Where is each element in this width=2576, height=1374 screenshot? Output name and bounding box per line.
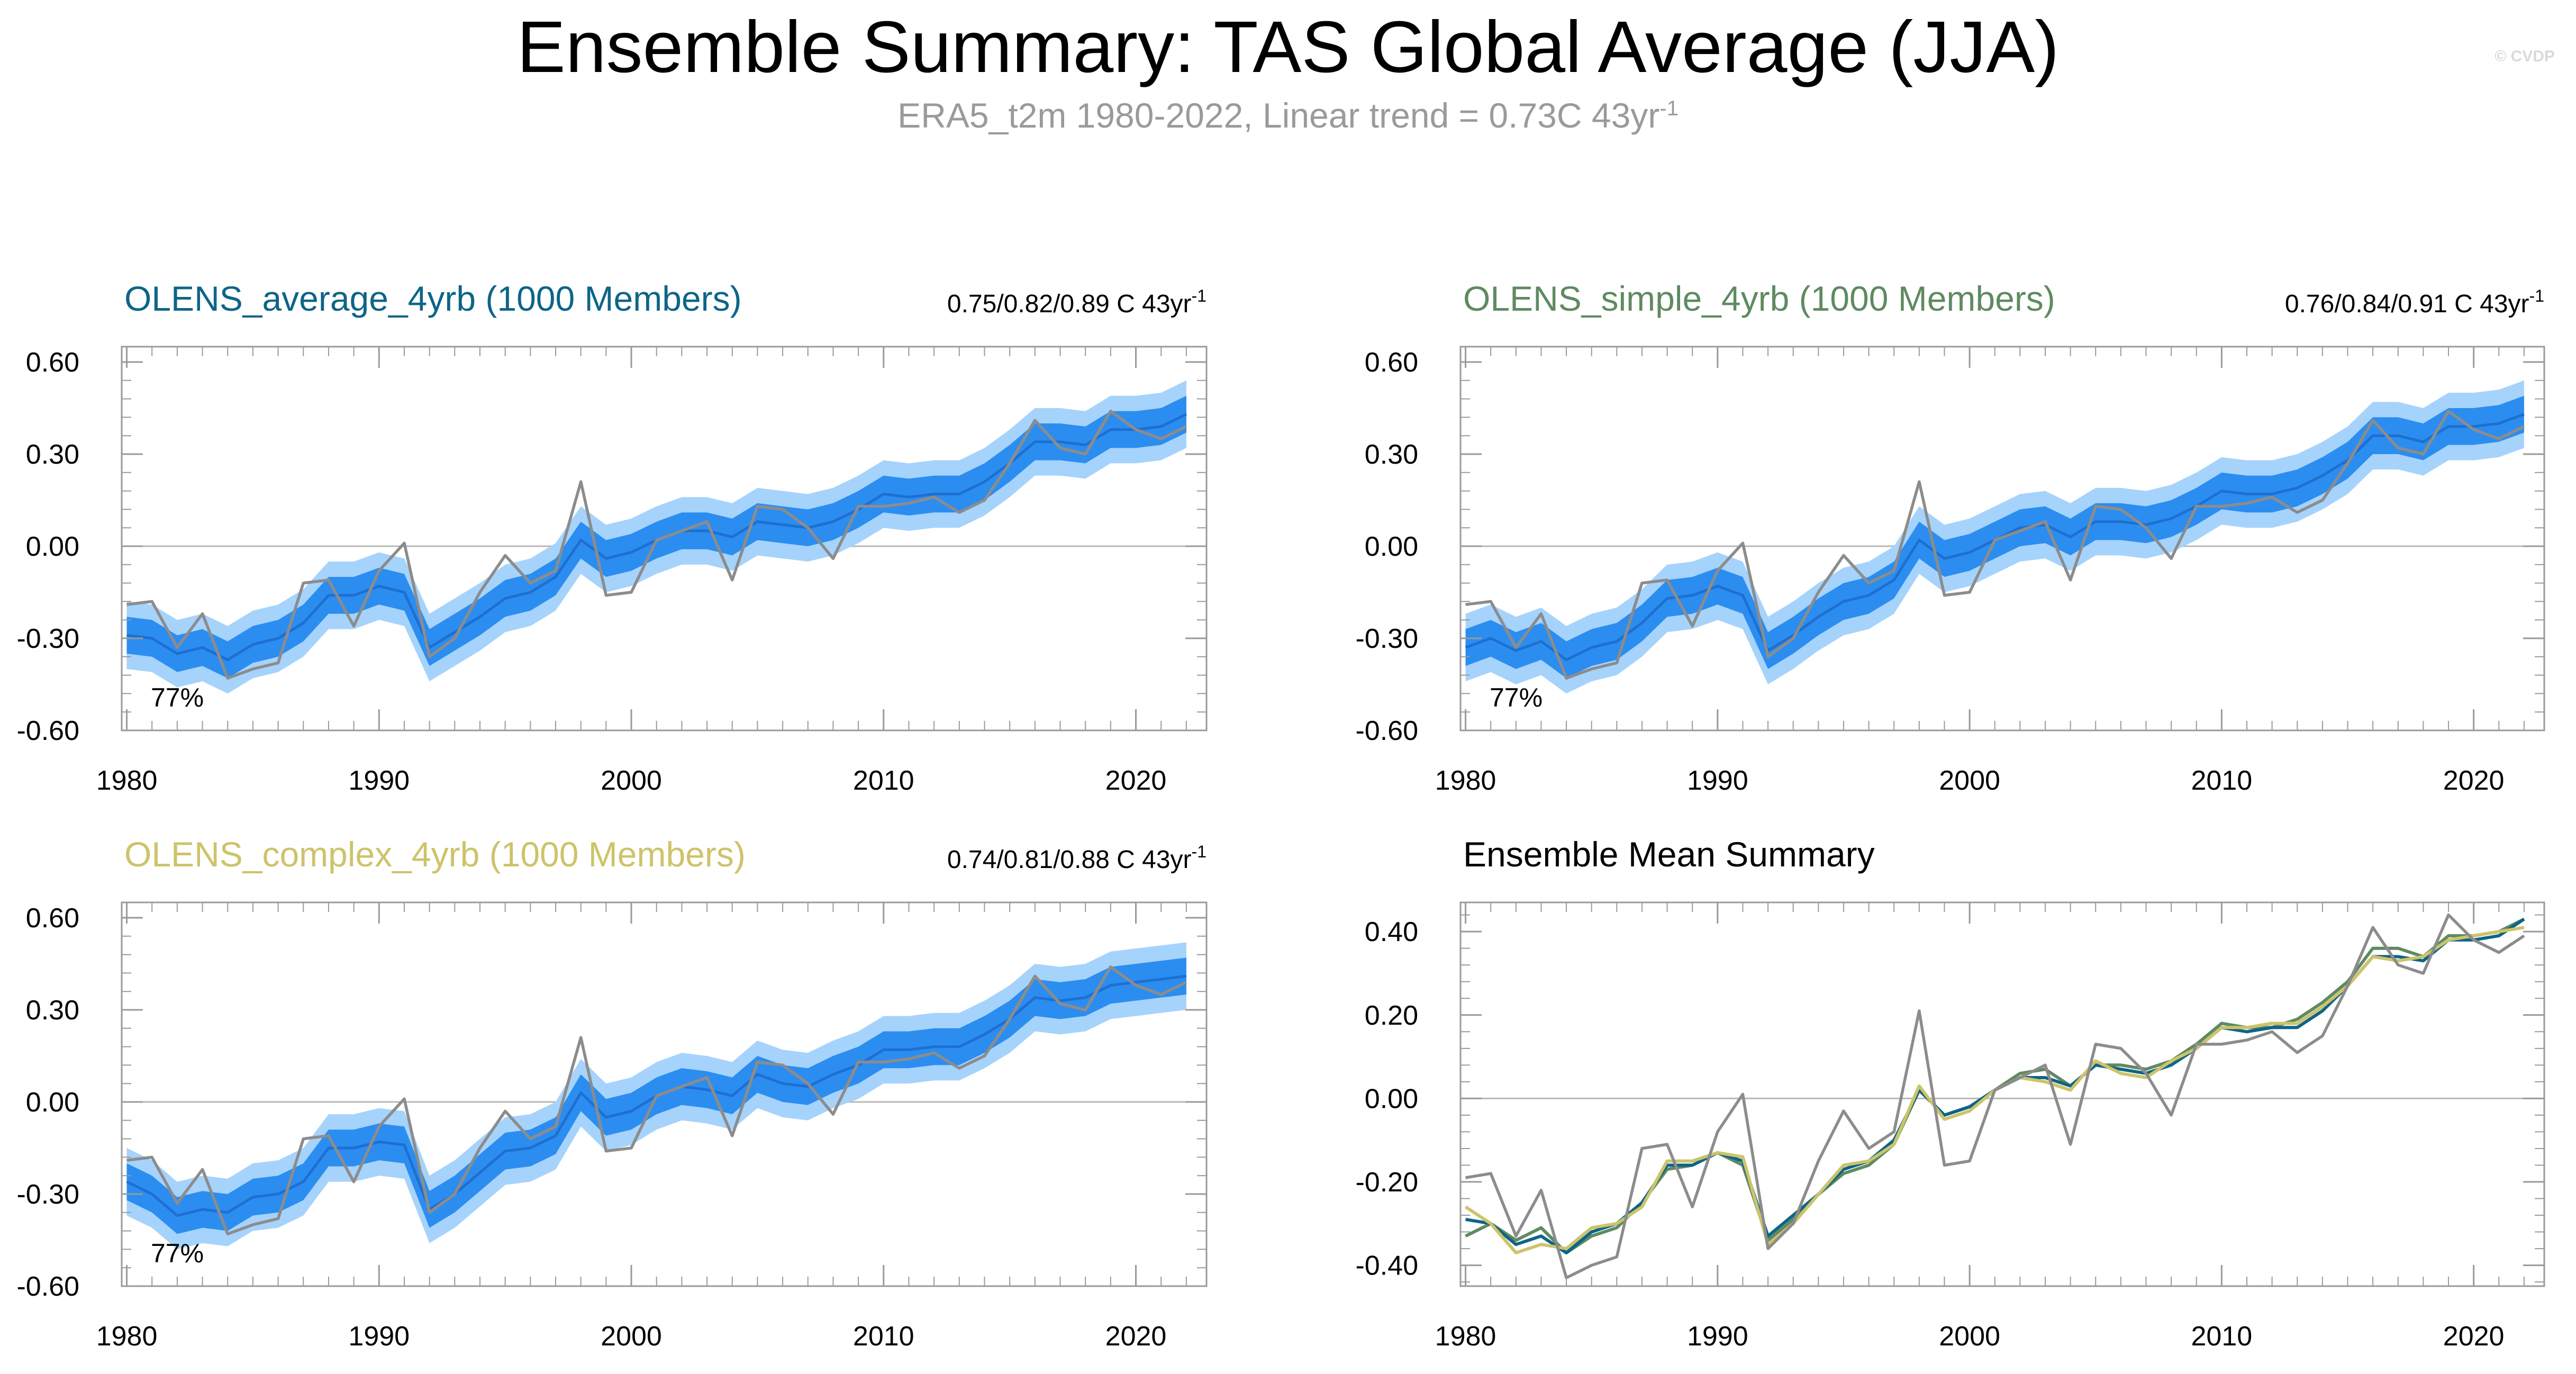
trend-superscript: -1 bbox=[1192, 286, 1207, 305]
x-tick-label: 2010 bbox=[853, 1321, 914, 1352]
chart-panel-1: 1980 1990 2000 2010 2020 -0.60 -0.30 0.00 0.30 0.… bbox=[16, 279, 1208, 796]
x-tick-label: 2020 bbox=[1105, 765, 1167, 796]
x-tick-label: 2020 bbox=[2443, 1321, 2505, 1352]
trend-value: 0.74/0.81/0.88 C 43yr bbox=[947, 846, 1192, 874]
y-tick-label: -0.60 bbox=[16, 1271, 79, 1302]
coverage-percent-label: 77% bbox=[1490, 683, 1543, 712]
x-tick-label: 1990 bbox=[1687, 1321, 1748, 1352]
y-tick-label: 0.60 bbox=[26, 347, 79, 378]
trend-value: 0.76/0.84/0.91 C 43yr bbox=[2285, 290, 2529, 318]
chart-panel-2: 1980 1990 2000 2010 2020 -0.60 -0.30 0.00 0.30 0.… bbox=[1355, 279, 2545, 796]
x-tick-label: 2000 bbox=[1939, 1321, 2000, 1352]
y-tick-label: 0.00 bbox=[26, 1087, 79, 1118]
chart-panel-4: 1980 1990 2000 2010 2020 -0.40 -0.20 0.00 0.20 0.… bbox=[1355, 835, 2545, 1352]
x-tick-label: 1980 bbox=[96, 765, 158, 796]
observed-line bbox=[126, 965, 1187, 1236]
observed-line bbox=[1465, 410, 2525, 680]
subtitle-text: ERA5_t2m 1980-2022, Linear trend = 0.73C… bbox=[897, 96, 1660, 135]
x-tick-label: 1990 bbox=[348, 765, 410, 796]
x-tick-label: 1980 bbox=[1435, 765, 1496, 796]
y-tick-label: -0.30 bbox=[1355, 623, 1418, 654]
trend-text: 0.75/0.82/0.89 C 43yr-1 bbox=[947, 286, 1207, 318]
y-tick-label: 0.30 bbox=[1365, 439, 1418, 470]
trend-text: 0.76/0.84/0.91 C 43yr-1 bbox=[2285, 286, 2544, 318]
y-tick-label: -0.40 bbox=[1355, 1251, 1418, 1281]
y-tick-label: -0.20 bbox=[1355, 1167, 1418, 1198]
y-tick-label: 0.00 bbox=[1365, 1083, 1418, 1114]
y-tick-label: -0.60 bbox=[1355, 716, 1418, 746]
plot-frame bbox=[121, 346, 1208, 731]
panel-title: OLENS_complex_4yrb (1000 Members) bbox=[124, 835, 746, 874]
page-subtitle: ERA5_t2m 1980-2022, Linear trend = 0.73C… bbox=[0, 95, 2576, 135]
y-tick-label: -0.30 bbox=[16, 1179, 79, 1210]
y-tick-label: 0.30 bbox=[26, 439, 79, 470]
coverage-percent-label: 77% bbox=[151, 683, 204, 712]
trend-superscript: -1 bbox=[2529, 286, 2544, 305]
panel-title: OLENS_average_4yrb (1000 Members) bbox=[124, 279, 742, 318]
y-tick-label: 0.00 bbox=[1365, 531, 1418, 562]
y-tick-label: 0.00 bbox=[26, 531, 79, 562]
x-tick-label: 2010 bbox=[2191, 765, 2253, 796]
x-tick-label: 1980 bbox=[1435, 1321, 1496, 1352]
y-tick-label: 0.40 bbox=[1365, 917, 1418, 947]
x-tick-label: 2020 bbox=[2443, 765, 2505, 796]
x-tick-label: 2010 bbox=[853, 765, 914, 796]
series-line-observed bbox=[1465, 913, 2525, 1279]
y-tick-label: 0.30 bbox=[26, 995, 79, 1026]
trend-value: 0.75/0.82/0.89 C 43yr bbox=[947, 290, 1192, 318]
inner-spread-band bbox=[1465, 395, 2524, 679]
panel-title: Ensemble Mean Summary bbox=[1463, 835, 1875, 874]
y-tick-label: -0.60 bbox=[16, 716, 79, 746]
series-line-average bbox=[1465, 917, 2525, 1254]
x-tick-label: 1980 bbox=[96, 1321, 158, 1352]
x-tick-label: 2000 bbox=[601, 765, 662, 796]
y-tick-label: 0.20 bbox=[1365, 1000, 1418, 1031]
inner-spread-band bbox=[126, 395, 1186, 679]
x-tick-label: 2020 bbox=[1105, 1321, 1167, 1352]
plot-frame bbox=[1459, 346, 2545, 731]
y-tick-label: 0.60 bbox=[1365, 347, 1418, 378]
trend-text: 0.74/0.81/0.88 C 43yr-1 bbox=[947, 842, 1207, 874]
x-tick-label: 2000 bbox=[1939, 765, 2000, 796]
x-tick-label: 1990 bbox=[1687, 765, 1748, 796]
y-tick-label: -0.30 bbox=[16, 623, 79, 654]
panel-title: OLENS_simple_4yrb (1000 Members) bbox=[1463, 279, 2055, 318]
chart-panel-3: 1980 1990 2000 2010 2020 -0.60 -0.30 0.00 0.30 0.… bbox=[16, 835, 1208, 1352]
x-tick-label: 2010 bbox=[2191, 1321, 2253, 1352]
cvdp-watermark: © CVDP bbox=[2495, 48, 2555, 65]
y-tick-label: 0.60 bbox=[26, 903, 79, 934]
plot-frame bbox=[1459, 901, 2545, 1287]
plot-frame bbox=[121, 901, 1208, 1287]
page-title: Ensemble Summary: TAS Global Average (JJ… bbox=[516, 6, 2060, 88]
observed-line bbox=[126, 410, 1187, 680]
x-tick-label: 1990 bbox=[348, 1321, 410, 1352]
coverage-percent-label: 77% bbox=[151, 1239, 204, 1268]
trend-superscript: -1 bbox=[1192, 842, 1207, 861]
subtitle-superscript: -1 bbox=[1659, 97, 1679, 120]
series-line-simple bbox=[1465, 917, 2525, 1254]
x-tick-label: 2000 bbox=[601, 1321, 662, 1352]
